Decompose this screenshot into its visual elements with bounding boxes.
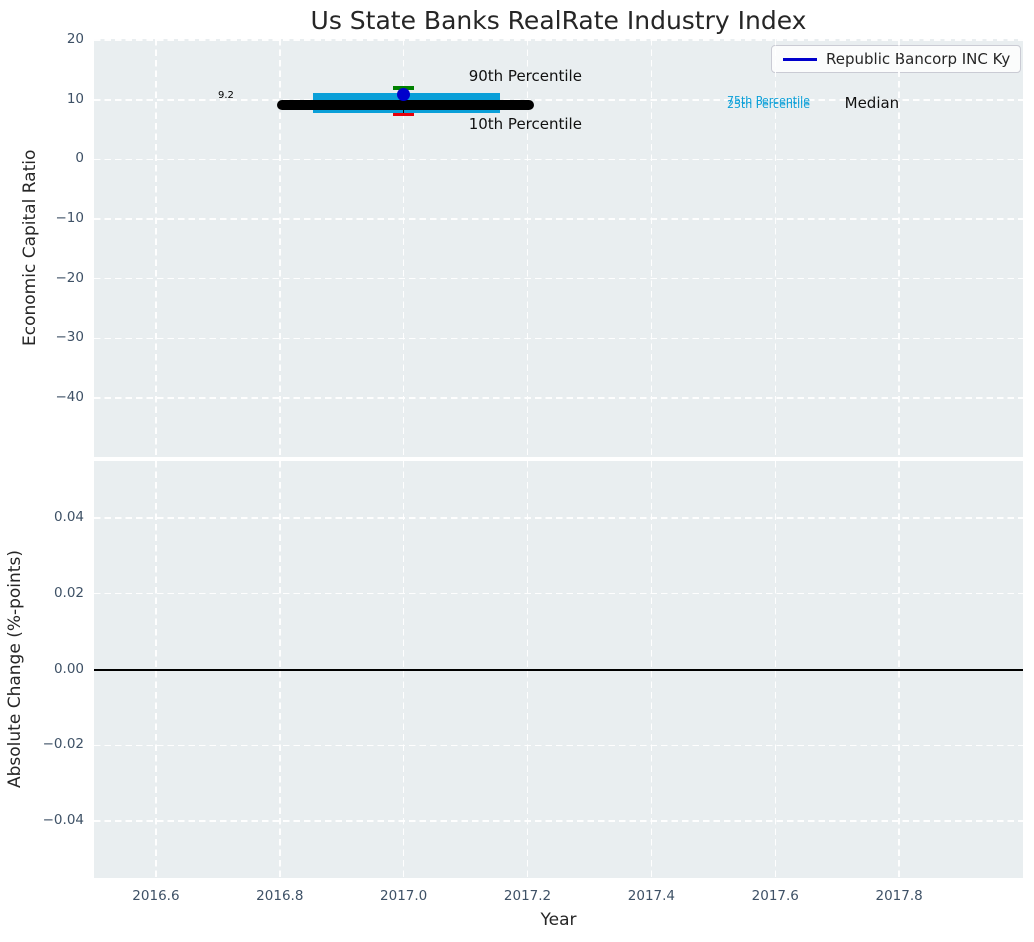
gridline-vertical — [650, 39, 653, 457]
y-tick-label: −0.02 — [42, 736, 84, 753]
gridline-vertical — [526, 39, 529, 457]
annotation: 10th Percentile — [468, 115, 582, 134]
y-tick-label: 0 — [75, 150, 84, 167]
p10-cap — [393, 112, 415, 117]
x-tick-label: 2016.8 — [256, 888, 304, 904]
gridline-horizontal — [94, 99, 1023, 101]
gridline-horizontal — [94, 158, 1023, 161]
legend-label: Republic Bancorp INC Ky — [826, 50, 1011, 68]
x-tick-label: 2016.6 — [132, 888, 180, 904]
y-tick-label: 0.04 — [53, 508, 84, 525]
y-tick-label: −20 — [55, 269, 85, 286]
chart-title: Us State Banks RealRate Industry Index — [310, 6, 807, 35]
annotation: 90th Percentile — [468, 66, 582, 85]
gridline-horizontal — [94, 592, 1023, 595]
legend: Republic Bancorp INC Ky — [771, 45, 1021, 73]
gridline-vertical — [898, 39, 900, 457]
annotation: Median — [844, 94, 900, 113]
gridline-horizontal — [94, 218, 1023, 220]
y-tick-label: 0.00 — [53, 660, 84, 677]
x-tick-label: 2017.0 — [380, 888, 428, 904]
x-tick-label: 2017.8 — [875, 888, 923, 904]
bottom-axes — [94, 461, 1023, 878]
p90-cap — [393, 86, 415, 90]
gridline-horizontal — [94, 744, 1023, 747]
gridline-horizontal — [94, 277, 1023, 280]
annotation: 75th Percentile — [726, 93, 811, 107]
top-axes: Republic Bancorp INC Ky 9.2 90th Percenti… — [94, 39, 1023, 457]
x-tick-label: 2017.6 — [751, 888, 799, 904]
legend-line-swatch — [783, 57, 817, 61]
gridline-vertical — [774, 39, 777, 457]
gridline-vertical — [155, 39, 157, 457]
y-tick-label: 0.02 — [53, 584, 84, 601]
y-tick-label: −40 — [55, 388, 85, 405]
annotation: 25th Percentile — [726, 97, 811, 111]
zero-line — [94, 668, 1023, 671]
gridline-horizontal — [94, 39, 1023, 41]
annotation: 9.2 — [217, 90, 234, 102]
company-point — [397, 87, 411, 101]
y-tick-label: −10 — [55, 210, 85, 227]
gridline-vertical — [279, 39, 281, 457]
x-tick-label: 2017.4 — [627, 888, 676, 904]
gridline-horizontal — [94, 397, 1023, 399]
gridline-horizontal — [94, 337, 1023, 340]
y-tick-label: 20 — [66, 31, 84, 48]
percentile-stem — [402, 87, 405, 115]
median-line — [276, 99, 534, 110]
x-axis-label: Year — [540, 910, 577, 930]
y-tick-label: −0.04 — [42, 812, 84, 829]
x-tick-label: 2017.2 — [503, 888, 552, 904]
gridline-horizontal — [94, 820, 1023, 822]
y-tick-label: −30 — [55, 329, 85, 346]
gridline-horizontal — [94, 517, 1023, 519]
y-tick-label: 10 — [66, 90, 84, 107]
gridline-vertical — [402, 39, 405, 457]
